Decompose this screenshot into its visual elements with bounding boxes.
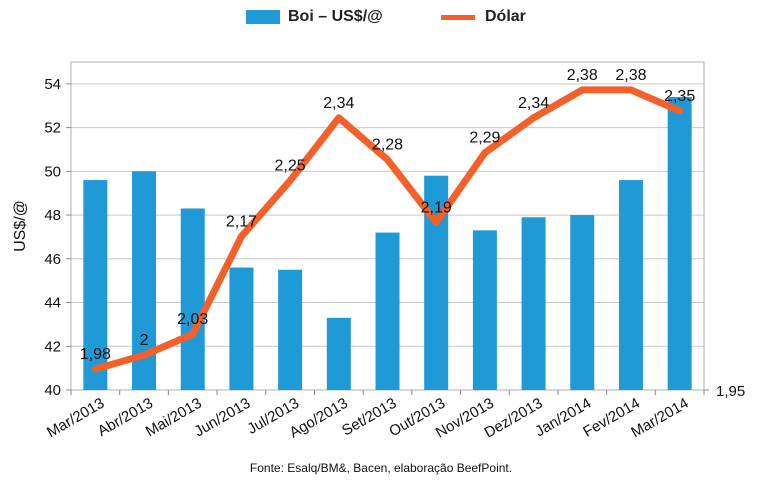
y-left-tick-label: 44 — [44, 295, 61, 312]
y-left-tick-label: 40 — [44, 382, 61, 399]
line-series — [91, 86, 684, 373]
data-label: 2,17 — [226, 213, 257, 230]
bar — [375, 232, 400, 390]
data-label: 2,38 — [615, 67, 646, 84]
source-note: Fonte: Esalq/BM&, Bacen, elaboração Beef… — [249, 461, 513, 475]
data-label: 2,19 — [421, 200, 452, 217]
bar — [618, 180, 643, 390]
legend-swatch-dolar — [441, 14, 475, 20]
y-left-tick-label: 46 — [44, 251, 61, 268]
y-left-tick-label: 42 — [44, 338, 61, 355]
data-label: 2,34 — [323, 95, 354, 112]
bar — [570, 215, 595, 390]
legend-label-boi: Boi – US$/@ — [288, 8, 383, 25]
data-label: 2,28 — [372, 137, 403, 154]
y-left-axis: 40 42 44 46 48 50 52 54 — [44, 76, 71, 399]
x-tick-label: Jun/2013 — [191, 395, 253, 441]
bar — [326, 317, 351, 390]
data-label: 2,34 — [518, 95, 549, 112]
bar — [83, 180, 108, 390]
y-right-axis: 1,95 — [704, 383, 745, 400]
y-right-tick-label: 1,95 — [716, 383, 745, 400]
y-axis-title: US$/@ — [12, 200, 29, 252]
data-label: 1,98 — [80, 346, 111, 363]
data-label: 2,25 — [275, 158, 306, 175]
data-label: 2,29 — [469, 130, 500, 147]
x-axis: Mar/2013Abr/2013Mai/2013Jun/2013Jul/2013… — [44, 390, 705, 442]
y-left-tick-label: 52 — [44, 120, 61, 137]
bar — [521, 217, 546, 390]
line-data-labels: 1,98 2 2,03 2,17 2,25 2,34 2,28 2,19 2,29 2,34 2,3… — [80, 67, 696, 363]
bar — [229, 267, 254, 390]
bar — [472, 230, 497, 390]
data-label: 2 — [140, 332, 149, 349]
x-tick-label: Mar/2013 — [44, 395, 107, 441]
legend-label-dolar: Dólar — [485, 8, 526, 25]
bar — [180, 208, 205, 390]
dolar-line — [91, 86, 684, 373]
legend: Boi – US$/@ Dólar — [0, 8, 762, 30]
y-left-tick-label: 54 — [44, 76, 61, 93]
data-label: 2,35 — [664, 88, 695, 105]
legend-item-dolar: Dólar — [441, 8, 526, 26]
bar — [278, 269, 303, 390]
legend-swatch-boi — [246, 10, 280, 24]
legend-item-boi: Boi – US$/@ — [246, 8, 383, 26]
y-left-tick-label: 48 — [44, 207, 61, 224]
data-label: 2,03 — [177, 311, 208, 328]
data-label: 2,38 — [567, 67, 598, 84]
bar — [667, 96, 692, 390]
y-left-tick-label: 50 — [44, 163, 61, 180]
